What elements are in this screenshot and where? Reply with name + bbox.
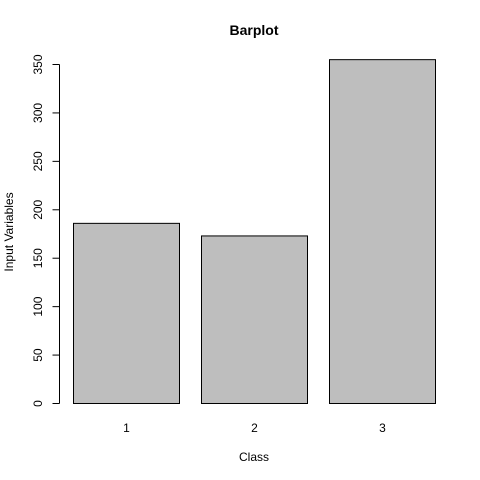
bar-group <box>73 59 436 405</box>
x-axis-label: Class <box>239 450 269 464</box>
y-tick-label: 0 <box>31 400 45 407</box>
x-tick-label: 1 <box>123 421 130 435</box>
x-tick-label: 3 <box>379 421 386 435</box>
x-tick-label: 2 <box>251 421 258 435</box>
y-tick-label: 200 <box>31 199 45 219</box>
x-tick-labels: 1 2 3 <box>123 421 386 435</box>
chart-title: Barplot <box>230 22 279 38</box>
y-axis: 0 50 100 150 200 250 300 350 <box>31 54 60 407</box>
bar-class-1 <box>73 222 180 404</box>
y-tick-label: 350 <box>31 54 45 74</box>
y-tick-label: 150 <box>31 248 45 268</box>
y-tick-label: 250 <box>31 151 45 171</box>
y-axis-label: Input Variables <box>2 192 16 271</box>
y-tick-label: 100 <box>31 296 45 316</box>
y-tick-label: 50 <box>31 348 45 362</box>
bar-class-2 <box>201 235 308 404</box>
bar-class-3 <box>329 59 436 405</box>
y-tick-label: 300 <box>31 103 45 123</box>
